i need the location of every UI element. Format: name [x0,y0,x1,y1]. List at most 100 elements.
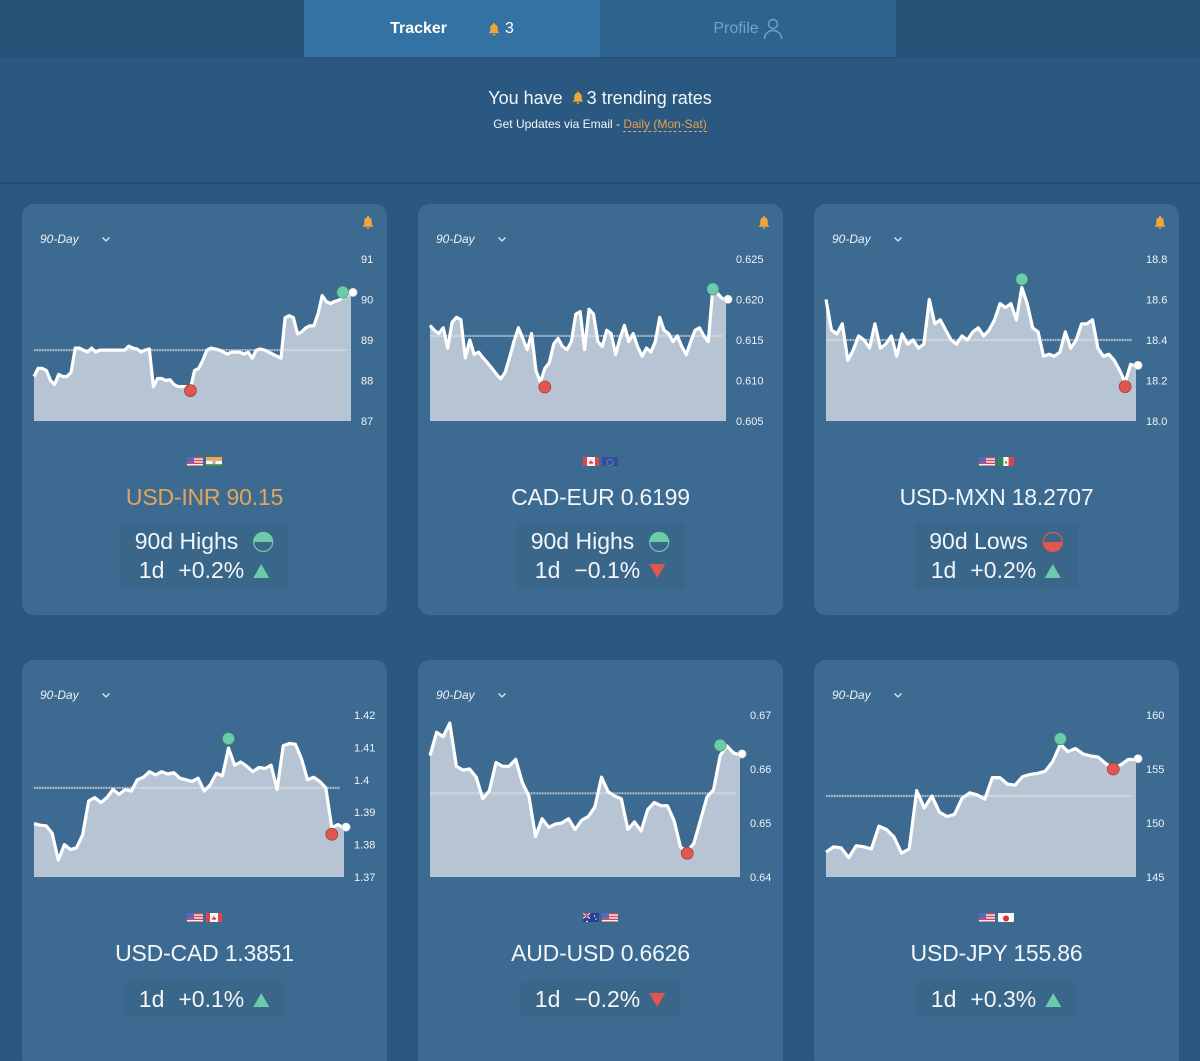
change-period: 1d [930,557,957,583]
top-navigation: Tracker 3 Profile [0,0,1200,58]
currency-flags [418,455,783,466]
bell-icon [572,91,583,104]
rate-chart: 145 150 155 160 [825,710,1164,884]
pair-rate-value: 0.6626 [614,940,690,966]
chevron-down-icon [497,236,506,242]
pair-name: CAD-EUR [511,484,615,510]
rate-chart: 87 88 89 90 91 [32,254,373,428]
y-tick-label: 150 [1146,818,1164,830]
stats-box: 1d +0.3% [916,982,1077,1017]
trending-summary: You have 3 trending rates Get Updates via… [0,58,1200,182]
current-marker [341,822,351,832]
y-tick-label: 18.2 [1146,376,1167,388]
y-tick-label: 145 [1146,872,1164,884]
range-dropdown[interactable]: 90-Day [436,688,507,702]
rate-chart: 18.0 18.2 18.4 18.6 18.8 [824,254,1167,428]
range-label: 90-Day [40,688,79,702]
range-dropdown[interactable]: 90-Day [832,688,903,702]
change-period: 1d [138,557,165,583]
pair-name: USD-JPY [910,940,1008,966]
alert-bell-icon[interactable] [1153,215,1167,230]
y-tick-label: 1.39 [354,807,375,819]
change-line: 1d −0.2% [535,985,666,1014]
change-value: −0.1% [574,557,641,583]
stats-box: 90d Lows 1d +0.2% [915,524,1078,588]
rate-card-cad-eur[interactable]: 90-Day 0.605 0.610 0.615 0.620 0.625 CAD-EUR… [418,204,783,615]
series-line [32,291,352,391]
half-circle-high-icon [253,531,274,552]
half-circle-low-icon [1042,531,1063,552]
low-marker [184,384,197,397]
y-tick-label: 155 [1146,764,1164,776]
low-marker [680,846,694,860]
pair-name: AUD-USD [511,940,615,966]
trend-line: 90d Highs [135,527,275,556]
trending-headline: You have 3 trending rates [0,88,1200,109]
flag-us-icon [187,455,203,466]
pair-rate: USD-MXN 18.2707 [814,484,1179,511]
tab-tracker[interactable]: Tracker 3 [304,0,600,57]
rate-card-usd-jpy[interactable]: 90-Day 145 150 155 160 USD-JPY 155.86 1d +0.… [814,660,1179,1061]
area-fill [430,289,726,421]
change-value: +0.2% [970,557,1037,583]
y-tick-label: 18.0 [1146,416,1167,428]
section-divider [0,182,1200,184]
range-dropdown[interactable]: 90-Day [40,232,111,246]
rate-chart: 0.605 0.610 0.615 0.620 0.625 [428,254,764,428]
flag-us-icon [602,911,618,922]
change-value: −0.2% [574,986,641,1012]
rate-card-grid: 90-Day 87 88 89 90 91 USD-INR 90.15 90d High… [22,204,1179,1061]
email-frequency-link[interactable]: Daily (Mon-Sat) [623,117,707,132]
currency-flags [22,455,387,466]
range-label: 90-Day [832,688,871,702]
rate-card-aud-usd[interactable]: 90-Day 0.64 0.65 0.66 0.67 AUD-USD 0.6626 1… [418,660,783,1061]
change-value: +0.1% [178,986,245,1012]
series-line [428,288,727,384]
low-marker [1106,762,1120,776]
change-line: 1d +0.3% [931,985,1062,1014]
range-dropdown[interactable]: 90-Day [832,232,903,246]
chevron-down-icon [893,692,902,698]
rate-card-usd-mxn[interactable]: 90-Day 18.0 18.2 18.4 18.6 18.8 USD-MXN 18.2… [814,204,1179,615]
y-tick-label: 0.67 [750,710,771,722]
tab-bar: Tracker 3 Profile [304,0,896,57]
range-label: 90-Day [436,688,475,702]
range-label: 90-Day [40,232,79,246]
pair-rate-value: 18.2707 [1005,484,1094,510]
high-marker [1015,272,1029,286]
pair-rate: USD-JPY 155.86 [814,940,1179,967]
change-period: 1d [138,986,165,1012]
flag-ca-icon [206,911,222,922]
flag-in-icon [206,455,222,466]
pair-rate: USD-INR 90.15 [22,484,387,511]
y-tick-label: 0.620 [736,295,764,307]
low-marker [1118,380,1132,393]
range-dropdown[interactable]: 90-Day [436,232,507,246]
triangle-down-icon [649,563,666,578]
y-tick-label: 0.625 [736,254,764,266]
area-fill [430,723,740,877]
flag-au-icon [583,911,599,922]
flag-jp-icon [998,911,1014,922]
rate-chart: 0.64 0.65 0.66 0.67 [428,710,771,884]
rate-card-usd-cad[interactable]: 90-Day 1.37 1.38 1.39 1.4 1.41 1.42 USD-CAD 1… [22,660,387,1061]
low-marker [538,380,552,394]
area-fill [826,744,1136,877]
pair-rate: AUD-USD 0.6626 [418,940,783,967]
triangle-up-icon [253,992,270,1007]
range-dropdown[interactable]: 90-Day [40,688,111,702]
change-line: 1d +0.2% [135,556,275,585]
rate-chart: 1.37 1.38 1.39 1.4 1.41 1.42 [33,710,375,884]
y-tick-label: 18.6 [1146,295,1167,307]
bell-icon [489,22,500,35]
change-period: 1d [534,986,561,1012]
y-tick-label: 90 [361,295,373,307]
pair-rate-value: 90.15 [220,484,284,510]
rate-card-usd-inr[interactable]: 90-Day 87 88 89 90 91 USD-INR 90.15 90d High… [22,204,387,615]
tab-profile-label: Profile [713,19,759,37]
tab-profile[interactable]: Profile [600,0,896,57]
change-value: +0.2% [178,557,245,583]
trending-count: 3 [586,88,597,108]
alert-bell-icon[interactable] [361,215,375,230]
alert-bell-icon[interactable] [757,215,771,230]
